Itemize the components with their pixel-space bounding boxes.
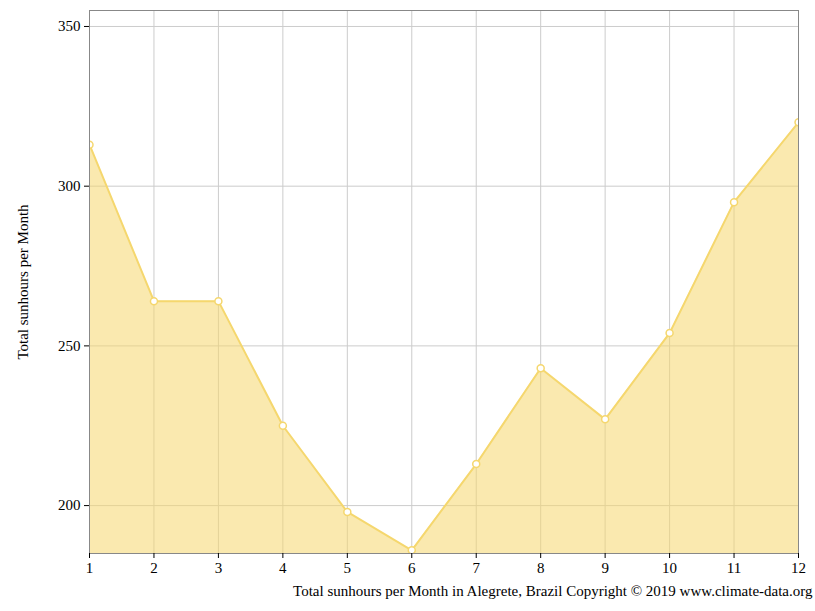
svg-text:5: 5 — [344, 560, 352, 576]
svg-text:Total sunhours per Month: Total sunhours per Month — [15, 204, 31, 360]
svg-text:6: 6 — [408, 560, 416, 576]
svg-text:8: 8 — [537, 560, 545, 576]
svg-text:2: 2 — [150, 560, 158, 576]
svg-text:250: 250 — [58, 338, 81, 354]
svg-text:10: 10 — [662, 560, 677, 576]
svg-text:1: 1 — [86, 560, 94, 576]
svg-text:9: 9 — [601, 560, 609, 576]
svg-text:3: 3 — [215, 560, 223, 576]
svg-text:300: 300 — [58, 178, 81, 194]
svg-text:Total sunhours per Month in Al: Total sunhours per Month in Alegrete, Br… — [293, 583, 813, 599]
svg-text:200: 200 — [58, 497, 81, 513]
svg-text:350: 350 — [58, 18, 81, 34]
svg-text:12: 12 — [791, 560, 806, 576]
svg-text:11: 11 — [727, 560, 741, 576]
svg-text:7: 7 — [472, 560, 480, 576]
svg-text:4: 4 — [279, 560, 287, 576]
